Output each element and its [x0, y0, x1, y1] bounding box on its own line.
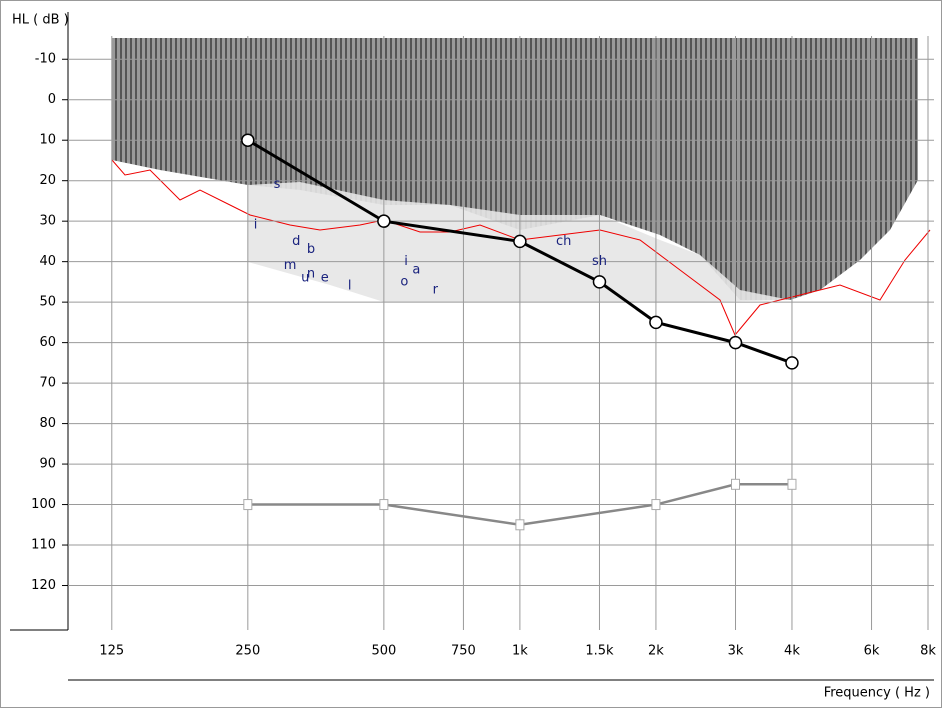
point	[379, 499, 389, 511]
y-tick-label: 50	[39, 295, 56, 310]
y-tick-label: 10	[39, 133, 56, 148]
point	[731, 478, 741, 490]
speech-sound: a	[412, 262, 420, 277]
x-tick-label: 500	[371, 644, 396, 659]
x-tick-label: 1.5k	[585, 644, 614, 659]
speech-sound: o	[400, 274, 408, 289]
speech-sound: b	[307, 242, 315, 257]
point	[515, 519, 525, 531]
x-tick-label: 8k	[920, 644, 936, 659]
x-tick-label: 125	[99, 644, 124, 659]
x-tick-label: 1k	[512, 644, 528, 659]
x-tick-label: 250	[235, 644, 260, 659]
point	[243, 499, 253, 511]
x-tick-label: 3k	[728, 644, 744, 659]
x-axis-title: Frequency ( Hz )	[824, 686, 930, 701]
y-tick-label: 100	[31, 497, 56, 512]
x-tick-label: 6k	[864, 644, 880, 659]
y-tick-label: 40	[39, 254, 56, 269]
y-tick-label: 60	[39, 335, 56, 350]
speech-sound: n	[307, 266, 315, 281]
y-tick-label: 80	[39, 416, 56, 431]
speech-sound: ch	[556, 234, 571, 249]
point	[787, 478, 797, 490]
point	[377, 214, 391, 228]
x-tick-label: 4k	[784, 644, 800, 659]
y-axis-title: HL ( dB )	[12, 13, 69, 28]
speech-sound: s	[274, 177, 281, 192]
point	[592, 275, 607, 289]
y-tick-label: 20	[39, 173, 56, 188]
speech-sound: m	[284, 258, 297, 273]
speech-sound: i	[254, 218, 258, 233]
point	[651, 499, 661, 511]
point	[649, 315, 663, 330]
series-line	[247, 483, 792, 527]
speech-sound: sh	[592, 254, 607, 269]
point	[241, 133, 255, 147]
y-tick-label: 0	[48, 92, 56, 107]
speech-sound: d	[292, 234, 300, 249]
speech-sound: i	[404, 254, 408, 269]
x-tick-label: 2k	[648, 644, 664, 659]
speech-sound: l	[348, 278, 352, 293]
speech-sound: u	[301, 270, 309, 285]
speech-sound: e	[321, 270, 329, 285]
y-tick-label: 120	[31, 578, 56, 593]
y-tick-label: -10	[35, 52, 56, 67]
noise-spectrum	[112, 38, 918, 300]
point	[785, 356, 799, 370]
speech-sound: r	[433, 282, 439, 297]
x-tick-label: 750	[451, 644, 476, 659]
y-tick-label: 110	[31, 538, 56, 553]
point	[513, 234, 527, 249]
y-tick-label: 30	[39, 214, 56, 229]
noise-level-line	[111, 159, 931, 336]
point	[728, 335, 743, 350]
y-tick-label: 90	[39, 457, 56, 472]
y-tick-label: 70	[39, 376, 56, 391]
